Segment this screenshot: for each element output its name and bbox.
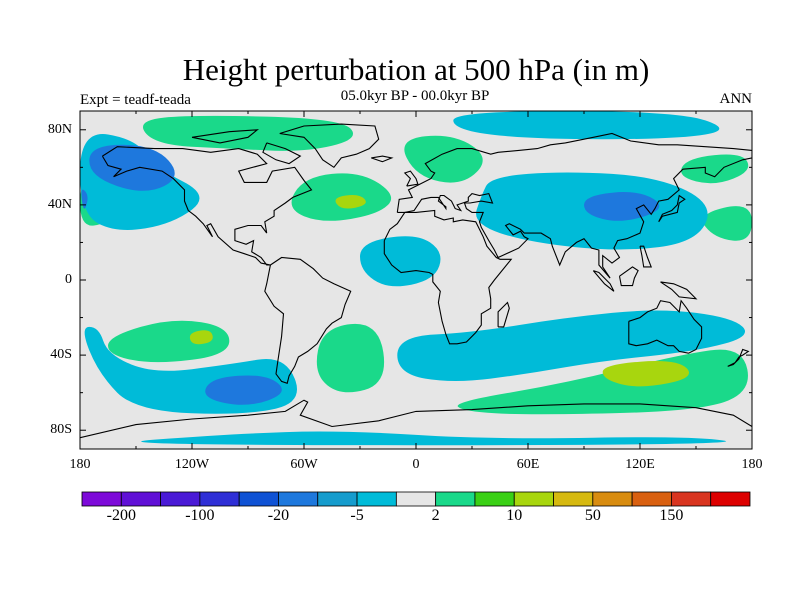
map-frame — [79, 110, 753, 450]
colorbar-swatch — [356, 491, 397, 507]
anomaly-region-cyan — [141, 431, 727, 446]
lon-label: 60E — [516, 457, 540, 472]
coastline-antarctica — [80, 399, 752, 439]
lon-label: 180 — [741, 457, 763, 472]
coastline-borneo — [618, 266, 639, 287]
colorbar-swatch — [671, 491, 712, 507]
colorbar — [81, 491, 751, 507]
colorbar-swatch — [553, 491, 594, 507]
anomaly-region-lime — [189, 330, 213, 345]
coastline-madagascar — [497, 301, 510, 328]
colorbar-swatch — [81, 491, 122, 507]
lon-label: 0 — [412, 457, 420, 472]
experiment-label: Expt = teadf-teada — [80, 92, 191, 108]
anomaly-region-lime — [602, 361, 690, 387]
colorbar-swatch — [120, 491, 161, 507]
anomaly-region-green — [404, 135, 483, 183]
anomaly-region-green — [316, 323, 385, 393]
colorbar-swatch — [395, 491, 437, 507]
coastline-australia — [628, 299, 703, 354]
colorbar-swatch — [513, 491, 554, 507]
lat-label: 80N — [47, 121, 72, 137]
coastline-uk — [403, 170, 419, 187]
lon-label: 60W — [290, 457, 318, 472]
lat-label: 80S — [50, 422, 72, 438]
colorbar-label: 150 — [659, 507, 684, 524]
coastline-eurasia — [396, 132, 752, 279]
coastline-philippines — [639, 245, 653, 268]
colorbar-swatch — [592, 491, 633, 507]
colorbar-label: 2 — [431, 507, 440, 524]
lon-label: 180 — [69, 457, 91, 472]
coastline-new-zealand — [727, 348, 750, 367]
lon-label: 120W — [174, 457, 210, 472]
lat-label: 40S — [50, 347, 72, 363]
anomaly-region-lime — [335, 195, 366, 209]
coastline-arctic-islands — [191, 129, 260, 144]
colorbar-swatch — [199, 491, 240, 507]
colorbar-label: -20 — [267, 507, 290, 524]
colorbar-swatch — [317, 491, 358, 507]
coastline-greenland — [279, 123, 380, 169]
coastlines — [80, 123, 752, 439]
colorbar-label: -200 — [106, 507, 136, 524]
anomaly-region-cyan — [397, 310, 746, 381]
season-label: ANN — [719, 91, 753, 107]
colorbar-swatch — [710, 491, 751, 507]
colorbar-label: 10 — [506, 507, 523, 524]
colorbar-label: -5 — [350, 507, 364, 524]
height-field — [80, 111, 752, 449]
anomaly-region-blue — [81, 189, 88, 209]
lon-label: 120E — [625, 457, 655, 472]
colorbar-label: 50 — [584, 507, 601, 524]
anomaly-region-blue — [89, 144, 175, 191]
coastline-iceland — [371, 155, 394, 163]
coastline-baffin — [262, 142, 302, 165]
coastline-north-america — [101, 146, 313, 266]
anomaly-region-green — [142, 115, 354, 151]
colorbar-label: -100 — [185, 507, 215, 524]
lat-label: 40N — [47, 196, 72, 212]
coastline-south-america — [264, 256, 352, 385]
period-label: 05.0kyr BP - 00.0kyr BP — [340, 88, 490, 104]
anomaly-region-green — [681, 154, 749, 184]
coastline-africa — [383, 209, 513, 345]
coastline-sumatra — [592, 270, 615, 292]
anomaly-region-blue — [205, 375, 282, 405]
colorbar-swatch — [278, 491, 319, 507]
colorbar-swatch — [474, 491, 515, 507]
coastline-new-guinea — [660, 281, 698, 300]
colorbar-swatch — [160, 491, 201, 507]
anomaly-region-blue — [584, 192, 660, 221]
anomaly-region-cyan — [453, 111, 720, 140]
anomaly-region-cyan — [360, 236, 441, 287]
lat-label: 0 — [65, 272, 72, 287]
plot-title: Height perturbation at 500 hPa (in m) — [182, 52, 650, 87]
colorbar-swatch — [238, 491, 279, 507]
colorbar-swatch — [435, 491, 476, 507]
anomaly-region-green — [702, 206, 752, 241]
colorbar-swatch — [631, 491, 672, 507]
coastline-japan — [658, 194, 686, 223]
